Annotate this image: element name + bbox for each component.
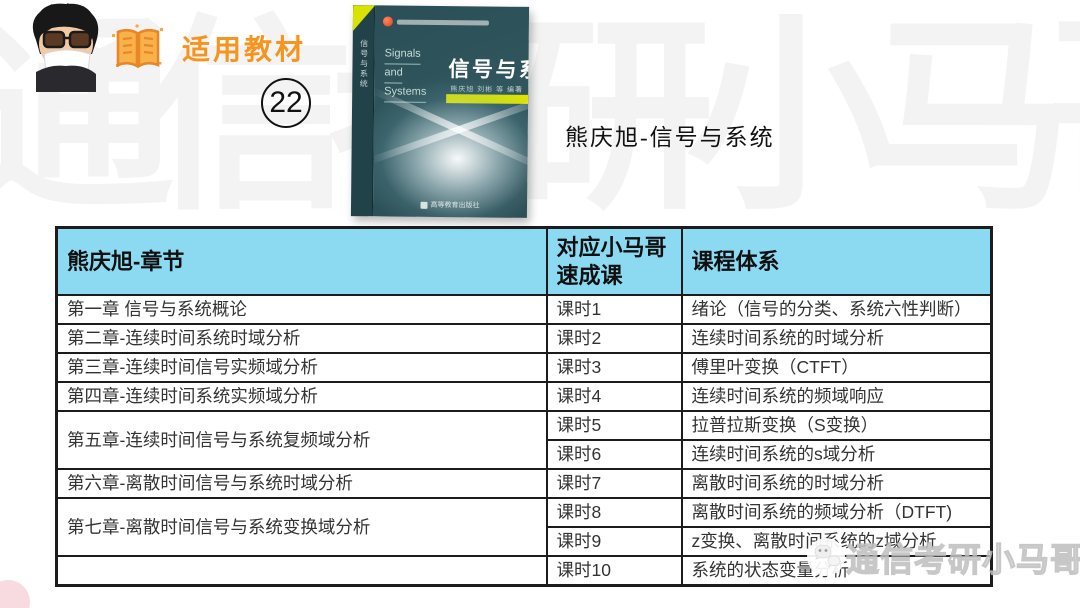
section-badge: 适用教材 [110, 20, 306, 76]
series-badge [382, 16, 489, 27]
background-watermark: 通信考研小马哥 [0, 4, 1080, 234]
topic-cell: 傅里叶变换（CTFT） [680, 352, 993, 383]
chapter-cell: 第三章-连续时间信号实频域分析 [55, 352, 548, 383]
series-logo-icon [382, 16, 393, 27]
book-spine-title: 信号与系统 [359, 39, 369, 90]
session-cell: 课时8 [545, 497, 683, 528]
table-row: 第七章-离散时间信号与系统变换域分析 课时8 离散时间系统的频域分析（DTFT) [55, 497, 993, 557]
topic-cell: 离散时间系统的频域分析（DTFT) [680, 497, 993, 528]
chapter-cell: 第四章-连续时间系统实频域分析 [55, 381, 548, 412]
table-row: 课时6 连续时间系统的s域分析 [57, 439, 993, 470]
series-text-bar [396, 19, 489, 26]
table-row: 第四章-连续时间系统实频域分析 课时4 连续时间系统的频域响应 [55, 381, 993, 412]
page-number-badge: 22 [261, 78, 311, 128]
table-row: 课时10 系统的状态变量分析 [55, 555, 993, 586]
open-book-icon [112, 24, 163, 69]
publisher-line: 高等教育出版社 [420, 200, 480, 211]
publisher-logo-icon [420, 201, 428, 209]
session-cell: 课时3 [545, 352, 683, 383]
session-cell: 课时7 [545, 468, 683, 499]
section-badge-label: 适用教材 [182, 34, 307, 65]
table-row: 第二章-连续时间系统时域分析 课时2 连续时间系统的时域分析 [55, 323, 993, 354]
session-cell: 课时1 [545, 294, 683, 325]
topic-cell: 绪论（信号的分类、系统六性判断） [680, 294, 993, 325]
topic-cell: 连续时间系统的时域分析 [680, 323, 993, 354]
chapter-cell: 第一章 信号与系统概论 [55, 294, 548, 325]
session-cell: 课时5 [545, 410, 683, 441]
session-cell: 课时6 [545, 439, 683, 470]
table-row: 第六章-离散时间信号与系统时域分析 课时7 离散时间系统的时域分析 [55, 468, 993, 499]
book-front-cover: Signals and Systems 信号与系统 熊庆旭 刘彬 等 编著 高等… [372, 5, 530, 218]
header-session: 对应小马哥速成课 [545, 226, 683, 296]
table-row: 第三章-连续时间信号实频域分析 课时3 傅里叶变换（CTFT） [55, 352, 993, 383]
topic-cell: z变换、离散时间系统的z域分析 [680, 526, 993, 557]
book-cover: 信号与系统 Signals and Systems 信号与系统 熊庆旭 刘彬 等… [350, 5, 530, 218]
table-row: 第五章-连续时间信号与系统复频域分析 课时5 拉普拉斯变换（S变换） [55, 410, 993, 470]
session-cell: 课时10 [545, 555, 683, 586]
book-caption: 熊庆旭-信号与系统 [565, 125, 775, 150]
chapter-cell: 第六章-离散时间信号与系统时域分析 [55, 468, 548, 499]
table-header-row: 熊庆旭-章节 对应小马哥速成课 课程体系 [55, 226, 993, 296]
publisher-name: 高等教育出版社 [430, 201, 480, 210]
session-cell: 课时2 [545, 323, 683, 354]
chapter-cell-merged: 第五章-连续时间信号与系统复频域分析 [55, 410, 548, 470]
chapter-cell-empty [55, 555, 548, 586]
book-title-en-line: Signals [384, 45, 421, 65]
header-system: 课程体系 [680, 226, 993, 296]
session-cell: 课时4 [545, 381, 683, 412]
topic-cell: 系统的状态变量分析 [680, 555, 993, 586]
chapter-cell: 第二章-连续时间系统时域分析 [55, 323, 548, 354]
corner-smudge-decoration [0, 580, 30, 608]
mascot-avatar-icon [32, 3, 99, 92]
topic-cell: 拉普拉斯变换（S变换） [680, 410, 993, 441]
avatar [22, 2, 108, 92]
chapter-cell-merged: 第七章-离散时间信号与系统变换域分析 [55, 497, 548, 557]
book-spine: 信号与系统 [350, 5, 376, 217]
course-mapping-table: 熊庆旭-章节 对应小马哥速成课 课程体系 第一章 信号与系统概论 课时1 绪论（… [55, 226, 993, 587]
table-row: 第一章 信号与系统概论 课时1 绪论（信号的分类、系统六性判断） [55, 294, 993, 325]
topic-cell: 连续时间系统的s域分析 [680, 439, 993, 470]
topic-cell: 离散时间系统的时域分析 [680, 468, 993, 499]
spine-corner-accent [353, 5, 375, 31]
header-chapter: 熊庆旭-章节 [55, 226, 548, 296]
topic-cell: 连续时间系统的频域响应 [680, 381, 993, 412]
session-cell: 课时9 [545, 526, 683, 557]
